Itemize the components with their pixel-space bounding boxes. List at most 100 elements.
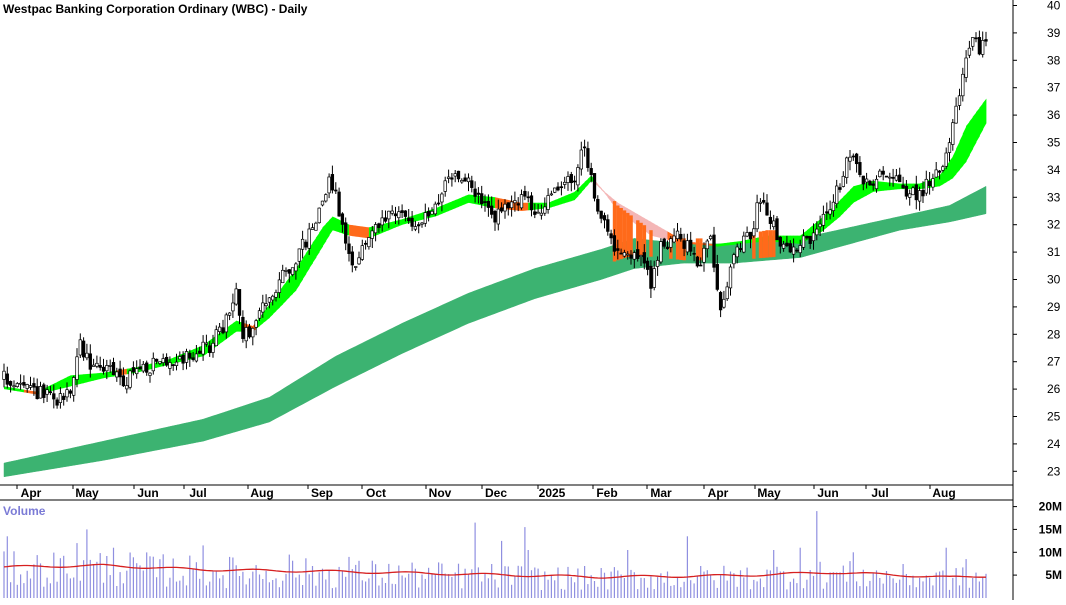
price-tick-label: 31 [1047, 245, 1061, 259]
candle-body [586, 148, 590, 168]
candle-body [138, 366, 142, 370]
candle-body [121, 375, 126, 387]
short-term-ma-segment [302, 253, 307, 280]
short-term-ma-segment [86, 373, 91, 383]
short-term-ma-segment [959, 133, 964, 170]
candle-body [284, 270, 288, 272]
candle-body [81, 340, 86, 358]
candle-body [798, 245, 802, 254]
short-term-ma-segment [173, 356, 177, 364]
candle-body [871, 183, 875, 186]
candle-body [294, 263, 298, 272]
candle-body [254, 320, 258, 328]
short-term-ma-segment [846, 189, 851, 210]
short-term-ma-segment [50, 383, 55, 392]
candle-body [403, 210, 408, 217]
date-tick-label: Apr [708, 486, 729, 500]
candle-body [174, 361, 179, 366]
short-term-ma-segment [558, 197, 562, 206]
candle-body [304, 241, 308, 248]
candle-body [841, 175, 845, 187]
date-axis-ticks: Apr May Jun Jul Aug Sep Oct Nov Dec 2025 Feb Mar Apr… [16, 485, 956, 500]
candle-body [8, 381, 13, 386]
long-term-ma-ribbon [3, 185, 987, 478]
short-term-ma-segment [584, 178, 589, 189]
candle-body [845, 157, 849, 178]
candle-body [466, 177, 471, 183]
candle-body [380, 217, 384, 226]
candle-body [878, 170, 882, 178]
candle-body [204, 342, 209, 345]
candle-body [241, 316, 245, 339]
short-term-ma-segment [388, 221, 393, 231]
candle-body [373, 224, 378, 234]
candle-body [768, 216, 773, 224]
candle-body [227, 312, 232, 316]
candle-body [72, 377, 76, 396]
candle-body [247, 326, 252, 338]
candle-body [705, 240, 709, 250]
short-term-ma-segment [982, 98, 987, 130]
volume-axis-ticks: 20M 15M 10M 5M [1013, 500, 1062, 582]
candle-body [957, 95, 962, 106]
short-term-ma-segment [305, 248, 310, 274]
date-tick-label: Jul [871, 486, 888, 500]
candle-body [347, 243, 351, 254]
short-term-ma-segment [17, 388, 21, 392]
candle-body [111, 362, 116, 376]
candle-body [387, 210, 391, 220]
short-term-ma-segment [402, 218, 406, 225]
candle-body [330, 174, 335, 191]
candle-body [436, 202, 441, 205]
candle-body [715, 264, 719, 290]
candle-body [612, 235, 617, 252]
candle-body [828, 209, 832, 215]
bearish-shading-bar [679, 237, 683, 260]
price-tick-label: 28 [1047, 327, 1061, 341]
short-term-ma-segment [83, 374, 88, 384]
candle-body [463, 177, 467, 182]
short-term-ma-segment [309, 242, 313, 269]
date-tick-label: 2025 [539, 486, 566, 500]
candle-body [616, 248, 620, 251]
date-tick-label: Jun [817, 486, 838, 500]
candle-body [785, 242, 789, 247]
short-term-ma-segment [896, 183, 901, 190]
candle-body [264, 303, 268, 307]
candle-body [297, 248, 301, 262]
short-term-ma-segment [604, 191, 609, 198]
price-tick-label: 34 [1047, 163, 1061, 177]
short-term-ma-segment [67, 375, 71, 388]
candle-body [984, 39, 988, 42]
candle-body [672, 235, 676, 243]
short-term-ma-segment [538, 202, 542, 210]
candle-body [679, 233, 683, 240]
candle-body [78, 339, 82, 356]
short-term-ma-segment [445, 202, 449, 213]
candle-body [718, 292, 723, 311]
short-term-ma-segment [956, 141, 960, 174]
bearish-shading-bar [699, 238, 703, 261]
candle-body [735, 246, 739, 258]
date-tick-label: Nov [429, 486, 452, 500]
short-term-ma-segment [269, 299, 274, 318]
candle-body [801, 235, 806, 248]
candle-body [95, 362, 99, 367]
candle-body [470, 180, 474, 188]
candle-body [360, 245, 364, 260]
candle-body [851, 155, 855, 158]
short-term-ma-segment [607, 194, 612, 203]
candle-body [805, 235, 809, 239]
short-term-ma-segment [103, 372, 108, 379]
candle-body [320, 200, 325, 206]
candle-body [38, 386, 43, 399]
candle-body [553, 187, 557, 193]
short-term-ma-segment [657, 225, 662, 239]
candle-body [665, 246, 670, 249]
candle-body [32, 383, 36, 388]
short-term-ma-segment [883, 181, 887, 191]
candle-body [184, 351, 189, 363]
candle-body [496, 208, 500, 225]
short-term-ma-segment [747, 239, 751, 244]
candle-body [383, 217, 388, 222]
